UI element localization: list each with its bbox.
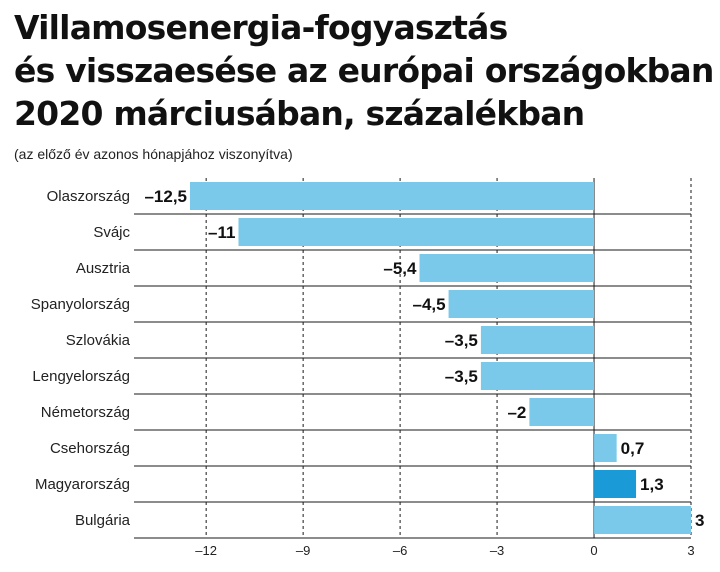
category-label: Csehország (50, 440, 130, 457)
value-label: –5,4 (383, 259, 417, 278)
category-label: Ausztria (76, 260, 131, 277)
x-tick-label: –9 (296, 543, 310, 558)
value-label: –2 (507, 403, 526, 422)
chart-title: Villamosenergia-fogyasztás és visszaesés… (14, 6, 714, 135)
category-label: Spanyolország (31, 296, 130, 313)
x-tick-label: –12 (195, 543, 217, 558)
category-label: Bulgária (75, 512, 131, 529)
x-tick-label: 0 (590, 543, 597, 558)
bar (594, 470, 637, 498)
bar (594, 434, 617, 462)
chart-title-line-3: 2020 márciusában, százalékban (14, 94, 585, 133)
value-label: 0,7 (621, 439, 645, 458)
x-tick-label: –6 (393, 543, 407, 558)
bar (480, 362, 595, 390)
chart-subtitle: (az előző év azonos hónapjához viszonyít… (14, 146, 293, 162)
value-label: –3,5 (445, 331, 478, 350)
bar (419, 254, 595, 282)
bar (594, 506, 691, 534)
chart-title-line-2: és visszaesése az európai országokban (14, 51, 714, 90)
chart-title-line-1: Villamosenergia-fogyasztás (14, 8, 508, 47)
bar (480, 326, 595, 354)
category-label: Olaszország (47, 188, 130, 205)
value-label: –11 (208, 223, 235, 242)
bar (238, 218, 595, 246)
category-label: Szlovákia (66, 332, 131, 349)
x-tick-label: 3 (687, 543, 694, 558)
value-label: 1,3 (640, 475, 664, 494)
value-label: 3 (695, 511, 704, 530)
category-label: Magyarország (35, 476, 130, 493)
category-label: Svájc (93, 224, 130, 241)
value-label: –3,5 (445, 367, 478, 386)
bar (448, 290, 595, 318)
bar (190, 182, 595, 210)
category-label: Lengyelország (32, 368, 130, 385)
bar (529, 398, 595, 426)
value-label: –12,5 (144, 187, 187, 206)
category-label: Németország (41, 404, 130, 421)
value-label: –4,5 (412, 295, 445, 314)
x-tick-label: –3 (490, 543, 504, 558)
